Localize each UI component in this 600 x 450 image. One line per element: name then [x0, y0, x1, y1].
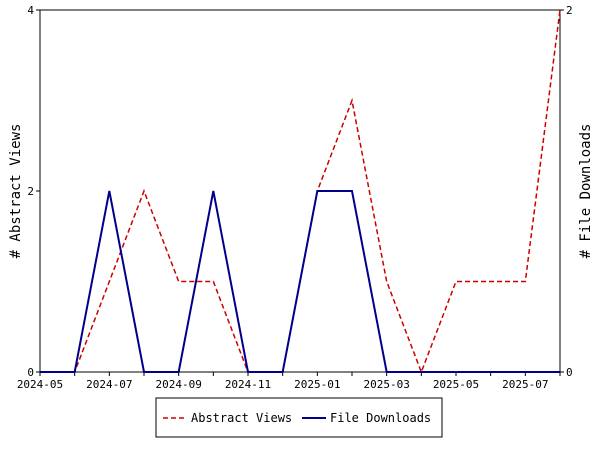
left-axis: 0 2 4 [27, 4, 40, 379]
legend-label-file-downloads: File Downloads [330, 411, 431, 425]
series-line-file-downloads [40, 190, 560, 373]
x-tick-label: 2024-09 [155, 378, 201, 391]
plot-area [39, 9, 561, 373]
x-tick-label: 2025-05 [433, 378, 479, 391]
x-tick-label: 2024-05 [17, 378, 63, 391]
left-tick-label: 4 [27, 4, 34, 17]
right-tick-label: 2 [566, 4, 573, 17]
x-tick-label: 2024-11 [225, 378, 271, 391]
series-line-abstract-views [40, 9, 561, 375]
right-axis: 02 [560, 4, 573, 379]
x-tick-label: 2025-03 [363, 378, 409, 391]
right-tick-label: 0 [566, 366, 573, 379]
series-layer [40, 9, 561, 375]
left-tick-label: 2 [27, 185, 34, 198]
x-tick-label: 2025-07 [502, 378, 548, 391]
x-axis: 2024-05 2024-07 2024-09 2024-11 2025-01 2025-… [17, 372, 561, 391]
left-axis-title: # Abstract Views [8, 124, 24, 259]
legend-box [155, 397, 443, 438]
legend: Abstract Views File Downloads [155, 397, 443, 438]
right-axis-title: # File Downloads [578, 124, 594, 259]
x-tick-label: 2024-07 [86, 378, 132, 391]
left-tick-label: 0 [27, 366, 34, 379]
legend-label-abstract-views: Abstract Views [191, 411, 292, 425]
x-tick-label: 2025-01 [294, 378, 340, 391]
